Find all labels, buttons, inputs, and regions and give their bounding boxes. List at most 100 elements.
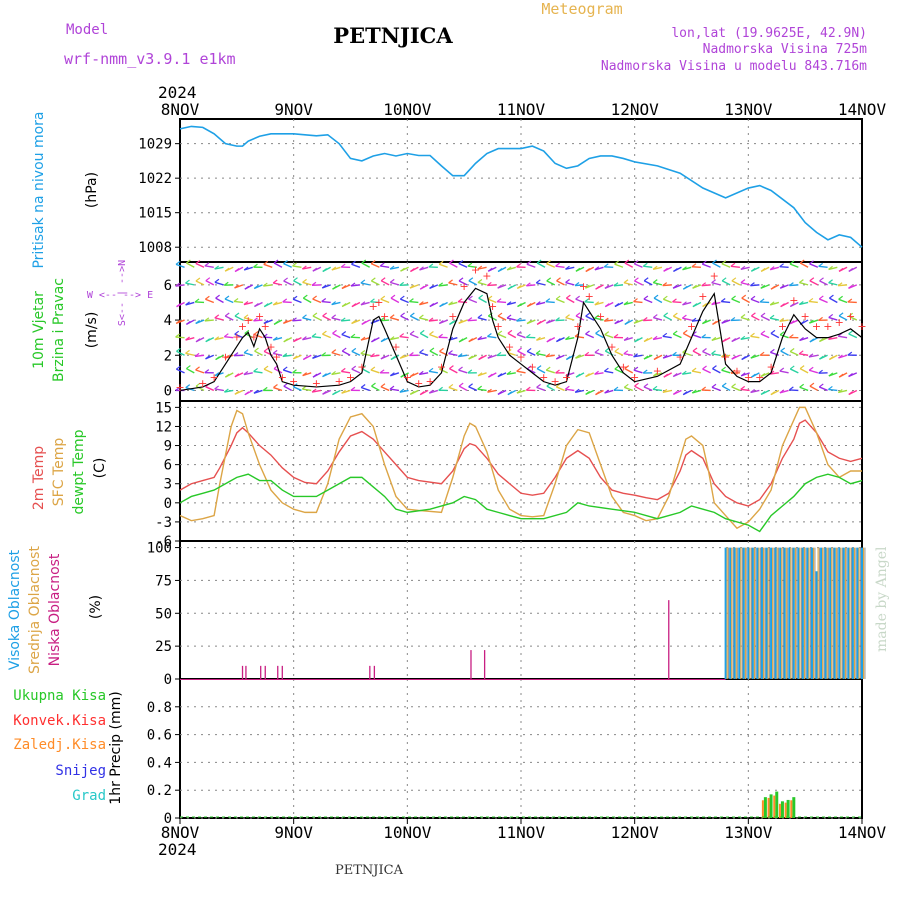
wind-arrow-head (341, 284, 347, 289)
y-tick-label-temp: -6 (155, 534, 172, 550)
wind-arrow-head (370, 298, 375, 303)
wind-arrow (663, 315, 673, 321)
wind-arrow-head (779, 389, 785, 394)
wind-arrow-head (642, 369, 648, 374)
wind-arrow (721, 300, 731, 304)
wind-arrow-head (662, 388, 668, 393)
wind-arrow (789, 389, 799, 392)
wind-gust-marker: + (255, 310, 264, 323)
y-tick-label-wind: 0 (164, 383, 172, 399)
wind-arrow (311, 335, 322, 339)
wind-arrow-head (780, 303, 785, 308)
wind-arrow-head (643, 383, 649, 388)
y-tick-label-temp: 6 (164, 458, 172, 474)
wind-arrow-head (798, 350, 804, 355)
wind-arrow-head (224, 354, 230, 359)
wind-arrow (477, 266, 487, 270)
wind-arrow-head (283, 338, 289, 343)
wind-arrow (819, 386, 828, 392)
wind-arrow-head (351, 303, 357, 308)
wind-arrow-head (838, 295, 844, 300)
wind-arrow (224, 389, 234, 393)
y-tick-label-temp: 12 (155, 419, 172, 435)
wind-gust-marker: + (244, 314, 253, 327)
wind-arrow (186, 367, 195, 374)
wind-arrow-head (243, 314, 249, 319)
wind-arrow (614, 350, 624, 356)
wind-arrow (292, 265, 302, 268)
y-tick-label-precip: 0.4 (147, 755, 172, 771)
wind-arrow (809, 369, 819, 374)
wind-arrow-head (215, 356, 220, 361)
wind-arrow-head (604, 389, 609, 394)
wind-arrow (691, 370, 702, 374)
wind-arrow-head (770, 391, 776, 396)
wind-arrow (809, 385, 819, 392)
wind-arrow (526, 284, 536, 287)
wind-arrow-head (819, 277, 824, 282)
wind-arrow-head (848, 284, 853, 289)
wind-arrow (331, 317, 341, 321)
wind-gust-marker: + (198, 377, 207, 390)
wind-arrow-head (312, 267, 318, 272)
wind-arrow (818, 265, 828, 268)
wind-arrow (360, 282, 370, 286)
wind-arrow-head (634, 277, 639, 282)
wind-arrow (477, 336, 487, 341)
wind-arrow (712, 368, 721, 374)
wind-arrow-head (760, 312, 766, 317)
wind-arrow-head (691, 263, 697, 268)
wind-arrow (389, 336, 400, 341)
cloud-mid-side-label: Srednja Oblacnost (27, 546, 43, 674)
wind-arrow-head (331, 301, 337, 306)
wind-arrow (653, 281, 663, 286)
wind-arrow-head (340, 263, 346, 268)
wind-gust-marker: + (249, 330, 258, 343)
wind-arrow-head (731, 338, 737, 342)
wind-gust-marker: + (687, 320, 696, 333)
wind-arrow-head (302, 294, 308, 299)
wind-arrow-head (799, 336, 804, 341)
wind-arrow-head (848, 390, 854, 395)
wind-arrow (828, 336, 838, 340)
y-tick-label-temp: -3 (155, 515, 172, 531)
wind-arrow-head (711, 336, 717, 341)
y-tick-label-cloud: 75 (155, 573, 172, 589)
wind-arrow-head (419, 349, 424, 354)
wind-arrow-head (672, 298, 677, 303)
wind-arrow (614, 263, 624, 268)
wind-arrow (633, 354, 643, 358)
wind-arrow-head (233, 352, 239, 357)
wind-arrow-head (389, 265, 395, 270)
wind-arrow-head (662, 354, 668, 359)
wind-arrow-head (360, 384, 366, 388)
wind-arrow-head (185, 336, 190, 341)
wind-arrow-head (194, 298, 200, 303)
wind-gust-marker: + (278, 371, 287, 384)
wind-arrow (770, 332, 780, 339)
wind-arrow-head (643, 355, 649, 360)
wind-arrow-head (556, 277, 561, 282)
wind-arrow-head (487, 332, 492, 337)
wind-arrow (458, 301, 468, 304)
wind-arrow-head (633, 319, 639, 324)
wind-arrow-head (711, 383, 717, 388)
wind-arrow-head (789, 386, 794, 391)
wind-arrow-head (525, 282, 531, 287)
wind-arrow-head (818, 383, 824, 388)
wind-arrow (546, 280, 556, 286)
wind-arrow-head (399, 295, 405, 300)
wind-arrow-head (409, 312, 415, 317)
wind-arrow-head (740, 265, 746, 270)
wind-arrow (526, 350, 536, 356)
wind-arrow (566, 297, 575, 304)
wind-arrow (819, 298, 828, 304)
wind-arrow-head (478, 294, 484, 299)
y-tick-label-wind: 4 (164, 313, 172, 329)
wind-arrow-head (486, 281, 492, 286)
meteogram-label: Meteogram (541, 0, 622, 18)
cloud-low-side-label: Niska Oblacnost (47, 553, 63, 666)
wind-arrow (243, 372, 253, 376)
wind-arrow (838, 389, 848, 394)
wind-arrow-head (712, 259, 717, 264)
